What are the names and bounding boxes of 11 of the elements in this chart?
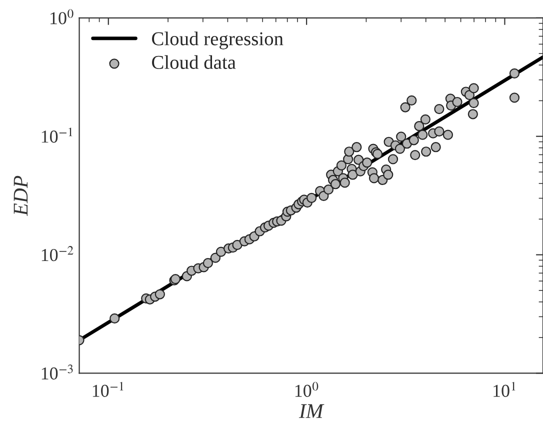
- x-tick-label: 10$^{1}$: [494, 382, 516, 397]
- y-tick-label: 10$^{−2}$: [42, 246, 74, 262]
- legend-label: Cloud data: [152, 55, 236, 69]
- x-axis-title: IM: [298, 404, 324, 418]
- y-tick-label: 10$^{−3}$: [42, 364, 73, 380]
- x-tick-label: 10$^{0}$: [295, 382, 318, 397]
- y-tick-label: 10$^{−1}$: [42, 128, 72, 143]
- y-tick-label: 10$^{0}$: [50, 9, 74, 24]
- legend-label: Cloud regression: [152, 32, 284, 50]
- x-tick-label: 10$^{−1}$: [92, 382, 124, 397]
- y-axis-title: EDP: [14, 176, 28, 216]
